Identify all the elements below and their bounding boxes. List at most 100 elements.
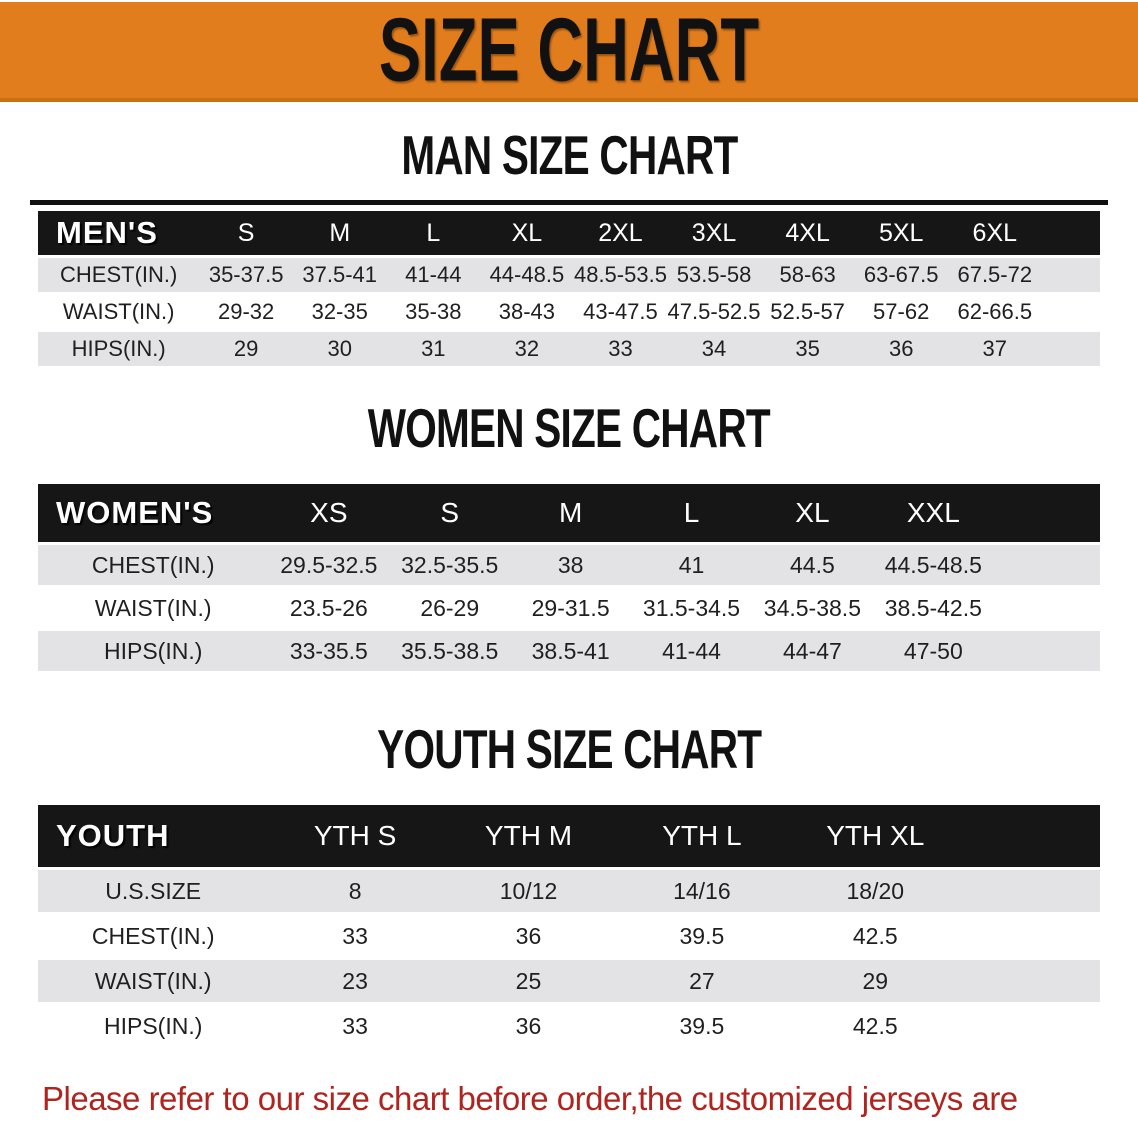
cell-value: 36	[854, 332, 948, 366]
row-label: HIPS(IN.)	[38, 631, 269, 671]
cell-value: 23	[268, 960, 442, 1002]
size-column-header: XS	[310, 497, 348, 528]
table-row: U.S.SIZE 8 10/12 14/16 18/20	[38, 870, 1100, 912]
row-spacer	[1041, 295, 1100, 329]
size-column-header: YTH M	[484, 820, 573, 851]
women-section-heading: WOMEN SIZE CHART	[0, 398, 1138, 460]
size-column-header: L	[426, 218, 441, 247]
cell-value: 32	[480, 332, 574, 366]
row-spacer	[961, 960, 1100, 1002]
mens-size-table: MEN'S S M L XL 2XL 3XL 4XL 5XL 6XL CHEST(IN.) 35-37…	[38, 208, 1100, 369]
cell-value: 35-38	[386, 295, 481, 329]
cell-value: 34	[667, 332, 761, 366]
size-column-header: 5XL	[878, 218, 924, 247]
cell-value: 29-31.5	[510, 588, 632, 628]
cell-value: 31	[386, 332, 481, 366]
table-row: CHEST(IN.) 33 36 39.5 42.5	[38, 915, 1100, 957]
cell-value: 35.5-38.5	[389, 631, 511, 671]
cell-value: 29	[199, 332, 293, 366]
cell-value: 27	[615, 960, 789, 1002]
size-column-header: M	[329, 218, 351, 247]
cell-value: 39.5	[615, 915, 789, 957]
cell-value: 32.5-35.5	[389, 545, 511, 585]
size-column-header: XL	[511, 218, 543, 247]
table-header-row: WOMEN'S XS S M L XL XXL	[38, 484, 1100, 542]
cell-value: 38	[510, 545, 632, 585]
row-label: WAIST(IN.)	[38, 295, 200, 329]
cell-value: 39.5	[615, 1005, 789, 1047]
cell-value: 32-35	[292, 295, 387, 329]
size-column-header: S	[440, 497, 460, 528]
table-row: HIPS(IN.) 29 30 31 32 33 34 35 36 37	[38, 332, 1100, 366]
cell-value: 10/12	[441, 870, 616, 912]
size-column-header: XL	[795, 497, 830, 528]
cell-value: 34.5-38.5	[751, 588, 873, 628]
cell-value: 44-47	[751, 631, 873, 671]
cell-value: 29.5-32.5	[268, 545, 390, 585]
size-column-header: YTH XL	[826, 820, 925, 851]
cell-value: 52.5-57	[760, 295, 855, 329]
cell-value: 33	[268, 1005, 442, 1047]
cell-value: 37.5-41	[292, 258, 387, 292]
cell-value: 8	[268, 870, 442, 912]
cell-value: 35-37.5	[199, 258, 293, 292]
cell-value: 23.5-26	[268, 588, 390, 628]
size-column-header: 4XL	[785, 218, 830, 247]
size-column-header: XXL	[906, 497, 960, 528]
table-corner-label: YOUTH	[56, 818, 170, 853]
table-row: HIPS(IN.) 33 36 39.5 42.5	[38, 1005, 1100, 1047]
table-row: WAIST(IN.) 23 25 27 29	[38, 960, 1100, 1002]
cell-value: 47-50	[872, 631, 994, 671]
size-chart-banner: SIZE CHART	[0, 0, 1138, 102]
cell-value: 33-35.5	[268, 631, 390, 671]
row-label: CHEST(IN.)	[38, 915, 269, 957]
size-column-header: L	[683, 497, 700, 528]
row-spacer	[993, 545, 1100, 585]
cell-value: 42.5	[788, 915, 962, 957]
women-section-heading-text: WOMEN SIZE CHART	[367, 398, 771, 460]
size-column-header: M	[558, 497, 583, 528]
cell-value: 36	[441, 915, 616, 957]
cell-value: 67.5-72	[947, 258, 1042, 292]
size-column-header: YTH L	[662, 820, 742, 851]
size-column-header: YTH S	[313, 820, 397, 851]
cell-value: 53.5-58	[667, 258, 761, 292]
cell-value: 43-47.5	[573, 295, 668, 329]
youth-section-heading: YOUTH SIZE CHART	[0, 719, 1138, 781]
row-label: CHEST(IN.)	[38, 545, 269, 585]
cell-value: 41-44	[631, 631, 752, 671]
order-disclaimer: Please refer to our size chart before or…	[42, 1076, 1108, 1132]
cell-value: 14/16	[615, 870, 789, 912]
row-label: HIPS(IN.)	[38, 1005, 269, 1047]
youth-size-table: YOUTH YTH S YTH M YTH L YTH XL U.S.SIZE 8 10/12…	[38, 802, 1100, 1050]
table-row: CHEST(IN.) 29.5-32.5 32.5-35.5 38 41 44.5 44.5…	[38, 545, 1100, 585]
cell-value: 36	[441, 1005, 616, 1047]
men-section-heading: MAN SIZE CHART	[0, 126, 1138, 187]
header-spacer	[962, 805, 1100, 867]
row-label: WAIST(IN.)	[38, 588, 269, 628]
size-column-header: 6XL	[972, 218, 1018, 247]
cell-value: 63-67.5	[854, 258, 948, 292]
cell-value: 25	[441, 960, 616, 1002]
cell-value: 47.5-52.5	[667, 295, 761, 329]
table-row: CHEST(IN.) 35-37.5 37.5-41 41-44 44-48.5 48.5…	[38, 258, 1100, 292]
row-spacer	[993, 588, 1100, 628]
table-header-row: YOUTH YTH S YTH M YTH L YTH XL	[38, 805, 1100, 867]
cell-value: 38-43	[480, 295, 574, 329]
cell-value: 38.5-41	[510, 631, 632, 671]
cell-value: 41	[631, 545, 752, 585]
row-spacer	[1041, 258, 1100, 292]
row-spacer	[961, 870, 1100, 912]
banner-title: SIZE CHART	[378, 0, 760, 100]
cell-value: 41-44	[386, 258, 481, 292]
cell-value: 31.5-34.5	[631, 588, 752, 628]
womens-size-table: WOMEN'S XS S M L XL XXL CHEST(IN.) 29.5-32.5 32.5…	[38, 481, 1100, 674]
cell-value: 37	[947, 332, 1042, 366]
row-label: CHEST(IN.)	[38, 258, 200, 292]
cell-value: 35	[760, 332, 855, 366]
row-spacer	[961, 915, 1100, 957]
cell-value: 44.5	[751, 545, 873, 585]
cell-value: 57-62	[854, 295, 948, 329]
cell-value: 38.5-42.5	[872, 588, 994, 628]
youth-section-heading-text: YOUTH SIZE CHART	[376, 719, 762, 781]
